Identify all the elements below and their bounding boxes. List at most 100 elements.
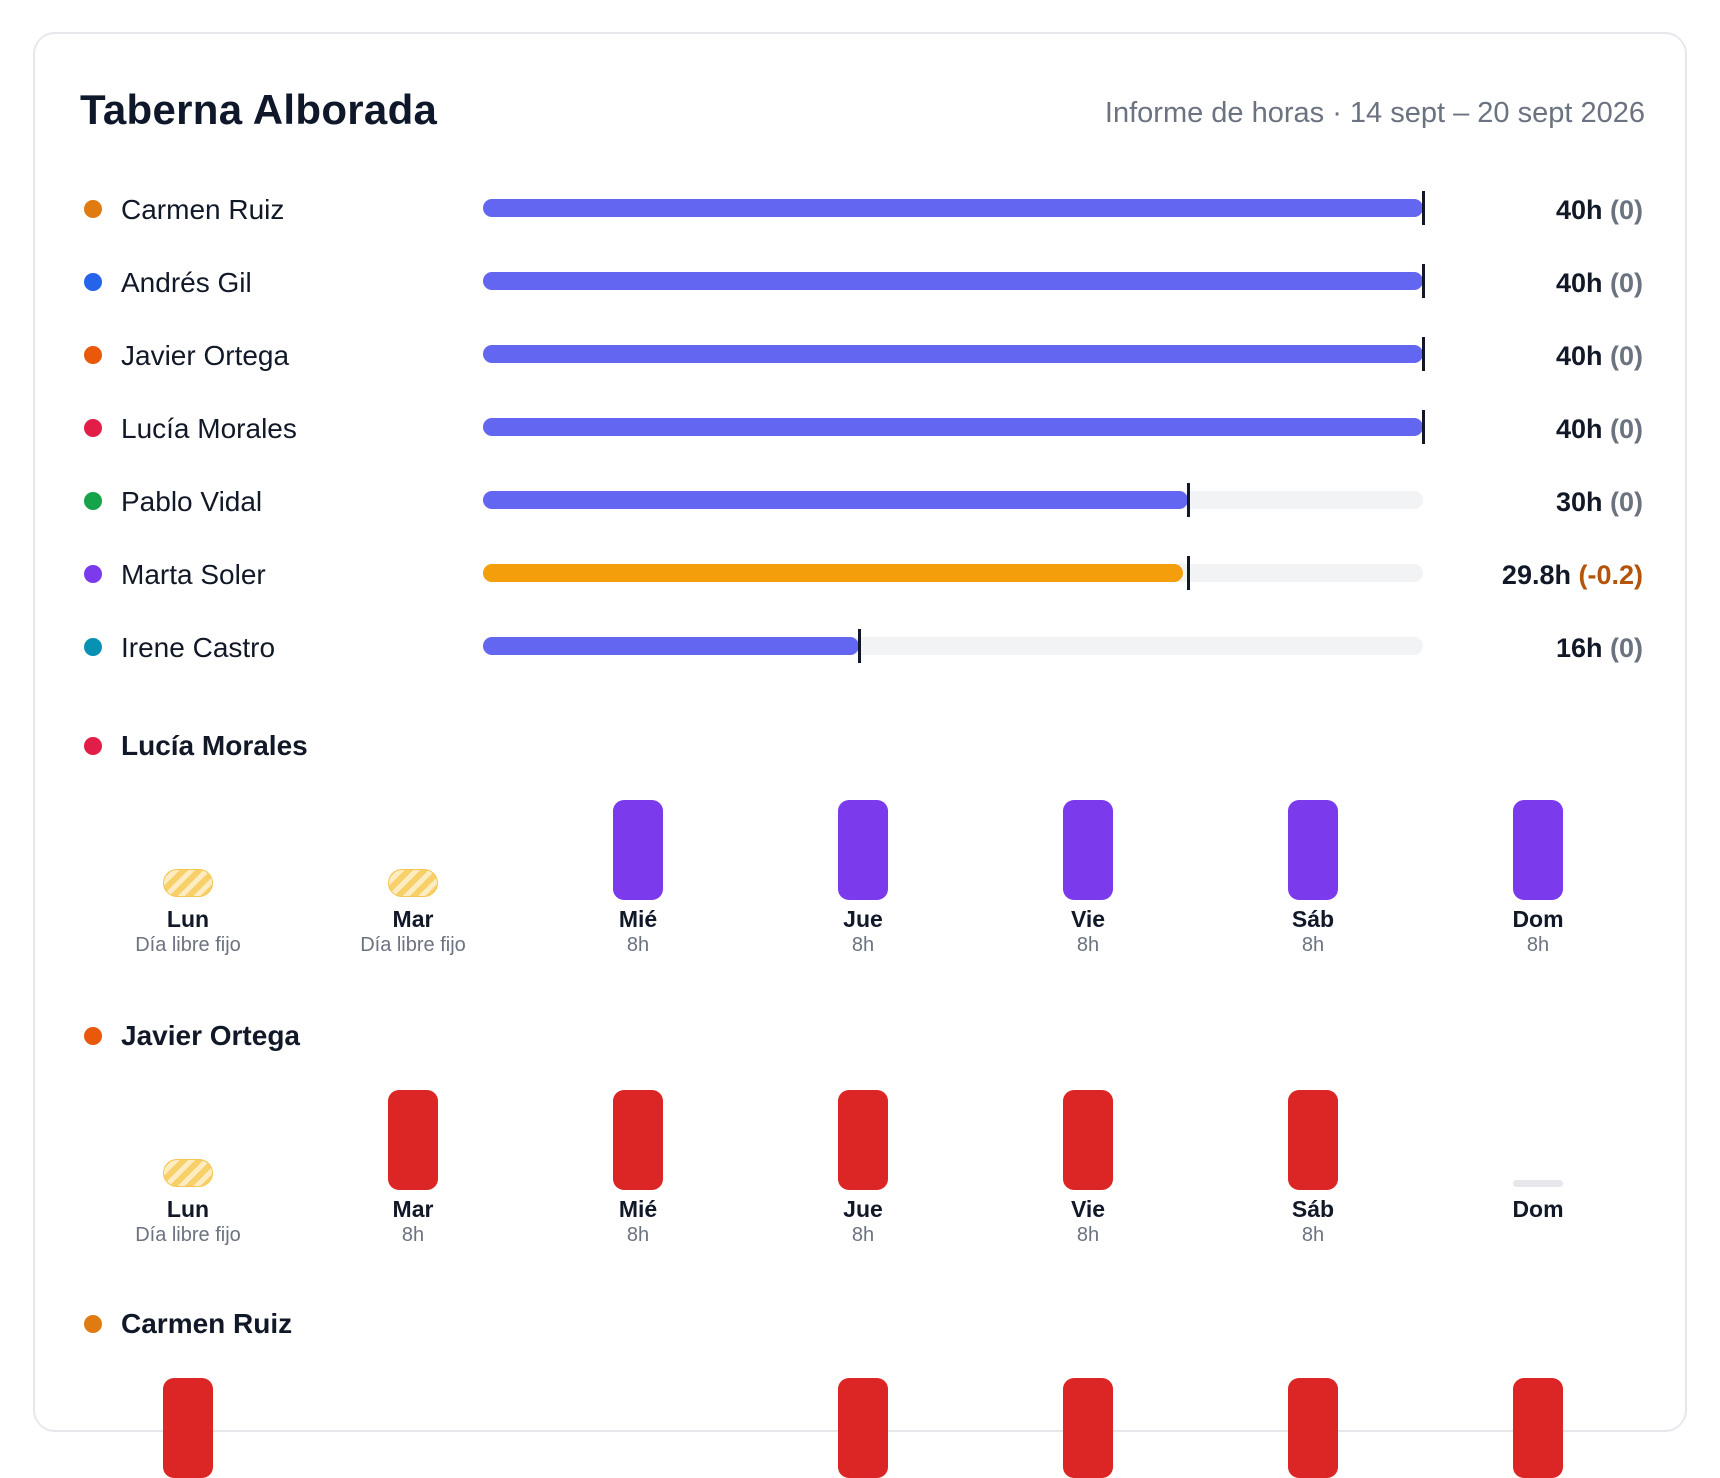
hours-bar-track: [483, 483, 1423, 517]
shift-block[interactable]: [613, 800, 663, 900]
day-hours: 8h: [626, 934, 650, 956]
hours-delta: (0): [1610, 487, 1643, 517]
day-off-indicator: [388, 869, 438, 897]
day-hours: 8h: [1526, 934, 1550, 956]
hours-delta: (0): [1610, 195, 1643, 225]
hours-bar-fill: [483, 491, 1188, 509]
employee-name: Pablo Vidal: [121, 486, 263, 517]
hours-bar-track: [483, 337, 1425, 371]
hours-delta: (-0.2): [1578, 560, 1643, 590]
day-hours: Día libre fijo: [360, 934, 466, 956]
employee-name: Javier Ortega: [121, 340, 290, 371]
hours-total: 40h: [1555, 195, 1603, 225]
day-label: Mar: [392, 906, 434, 932]
hours-bar-fill: [483, 418, 1423, 436]
employee-row[interactable]: Andrés Gil 40h (0): [0, 253, 1720, 298]
day-off-indicator: [163, 869, 213, 897]
hours-bar-track: [483, 410, 1425, 444]
day-hours: Día libre fijo: [135, 1224, 241, 1246]
day-label: Jue: [843, 906, 883, 932]
hours-total: 29.8h: [1501, 560, 1571, 590]
employee-color-dot: [84, 638, 102, 656]
day-label: Sáb: [1291, 906, 1335, 932]
target-hours-marker: [858, 629, 861, 663]
employee-color-dot: [84, 200, 102, 218]
day-label: Mié: [618, 1196, 658, 1222]
employee-row[interactable]: Lucía Morales 40h (0): [0, 399, 1720, 444]
day-label: Dom: [1512, 906, 1564, 932]
day-hours: 8h: [1076, 934, 1100, 956]
hours-total: 40h: [1555, 341, 1603, 371]
page-title: Taberna Alborada: [80, 86, 438, 133]
hours-bar-track: [483, 629, 1423, 663]
hours-delta: (0): [1610, 414, 1643, 444]
hours-total: 30h: [1555, 487, 1603, 517]
shift-block[interactable]: [1063, 800, 1113, 900]
hours-delta: (0): [1610, 341, 1643, 371]
day-label: Mié: [618, 906, 658, 932]
day-hours: 8h: [401, 1224, 425, 1246]
hours-bar-fill: [483, 345, 1423, 363]
day-hours: Día libre fijo: [135, 934, 241, 956]
shift-block[interactable]: [1288, 1378, 1338, 1478]
day-label: Sáb: [1291, 1196, 1335, 1222]
hours-bar-fill: [483, 564, 1183, 582]
hours-value: 40h (0): [1556, 414, 1643, 445]
day-hours: 8h: [851, 1224, 875, 1246]
employee-name: Lucía Morales: [121, 413, 297, 444]
schedule-employee-name: Lucía Morales: [121, 730, 308, 761]
shift-block[interactable]: [1288, 800, 1338, 900]
shift-block[interactable]: [838, 1090, 888, 1190]
shift-block[interactable]: [838, 1378, 888, 1478]
hours-delta: (0): [1610, 633, 1643, 663]
shift-block[interactable]: [1513, 1378, 1563, 1478]
shift-block[interactable]: [1288, 1090, 1338, 1190]
day-off-indicator: [163, 1159, 213, 1187]
hours-bar-track: [483, 264, 1425, 298]
shift-block[interactable]: [1063, 1378, 1113, 1478]
employee-row[interactable]: Carmen Ruiz 40h (0): [0, 180, 1720, 225]
day-label: Lun: [166, 906, 210, 932]
schedule-employee-name: Javier Ortega: [121, 1020, 300, 1051]
shift-block[interactable]: [163, 1378, 213, 1478]
employee-row[interactable]: Javier Ortega 40h (0): [0, 326, 1720, 371]
employee-name: Carmen Ruiz: [121, 194, 285, 225]
hours-value: 29.8h (-0.2): [1502, 560, 1643, 591]
employee-row[interactable]: Irene Castro 16h (0): [0, 618, 1720, 663]
target-hours-marker: [1422, 337, 1425, 371]
hours-bar-fill: [483, 199, 1423, 217]
employee-row[interactable]: Marta Soler 29.8h (-0.2): [0, 545, 1720, 590]
shift-block[interactable]: [1063, 1090, 1113, 1190]
employee-color-dot: [84, 1027, 102, 1045]
hours-total: 16h: [1555, 633, 1603, 663]
employee-color-dot: [84, 737, 102, 755]
day-hours: 8h: [1301, 934, 1325, 956]
day-hours: 8h: [851, 934, 875, 956]
target-hours-marker: [1422, 264, 1425, 298]
shift-block[interactable]: [838, 800, 888, 900]
employee-name: Andrés Gil: [121, 267, 252, 298]
employee-name: Irene Castro: [121, 632, 276, 663]
hours-delta: (0): [1610, 268, 1643, 298]
report-subtitle: Informe de horas · 14 sept – 20 sept 202…: [1104, 97, 1645, 129]
hours-value: 30h (0): [1556, 487, 1643, 518]
hours-bar-fill: [483, 637, 859, 655]
employee-row[interactable]: Pablo Vidal 30h (0): [0, 472, 1720, 517]
target-hours-marker: [1422, 410, 1425, 444]
day-label: Lun: [166, 1196, 210, 1222]
hours-total: 40h: [1555, 414, 1603, 444]
hours-value: 40h (0): [1556, 195, 1643, 226]
hours-bar-fill: [483, 272, 1423, 290]
day-label: Vie: [1070, 906, 1106, 932]
shift-block[interactable]: [388, 1090, 438, 1190]
employee-color-dot: [84, 346, 102, 364]
hours-value: 40h (0): [1556, 268, 1643, 299]
hours-value: 16h (0): [1556, 633, 1643, 664]
shift-block[interactable]: [613, 1090, 663, 1190]
employee-color-dot: [84, 1315, 102, 1333]
day-hours: 8h: [1076, 1224, 1100, 1246]
day-hours: 8h: [1301, 1224, 1325, 1246]
target-hours-marker: [1187, 483, 1190, 517]
shift-block[interactable]: [1513, 800, 1563, 900]
no-shift-indicator: [1513, 1180, 1563, 1187]
